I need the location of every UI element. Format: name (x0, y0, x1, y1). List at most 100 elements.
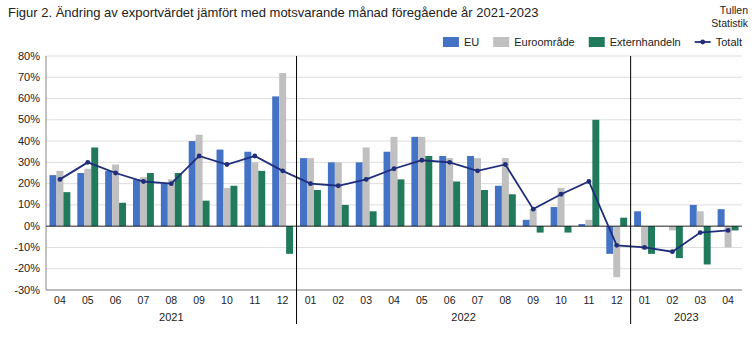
bar (314, 190, 321, 226)
grid-line (46, 119, 742, 120)
x-tick-label: 12 (277, 294, 289, 306)
y-tick-label: 80% (18, 50, 40, 62)
bar (634, 211, 641, 226)
zero-line (46, 226, 742, 227)
x-tick-label: 09 (527, 294, 539, 306)
x-tick-label: 04 (722, 294, 734, 306)
bar (272, 96, 279, 226)
y-tick-label: -30% (14, 284, 40, 296)
y-tick-label: 10% (18, 198, 40, 210)
bar (467, 156, 474, 226)
bar (481, 190, 488, 226)
x-tick-label: 11 (249, 294, 260, 306)
point (447, 160, 452, 165)
year-separators (297, 56, 631, 324)
bar (391, 137, 398, 226)
chart: Figur 2. Ändring av exportvärdet jämfört… (0, 0, 756, 340)
x-tick-label: 12 (611, 294, 623, 306)
watermark-line: Statistik (711, 17, 749, 29)
y-tick-label: 30% (18, 156, 40, 168)
x-tick-label: 02 (667, 294, 679, 306)
legend-swatch (443, 37, 459, 47)
bar (676, 226, 683, 258)
bar (551, 207, 558, 226)
year-separator (296, 56, 297, 324)
bar (161, 184, 168, 227)
point (197, 154, 202, 159)
bar (425, 156, 432, 226)
grid-line (46, 268, 742, 269)
x-tick-label: 02 (332, 294, 344, 306)
y-axis (46, 56, 47, 290)
year-separator (630, 56, 631, 324)
grid-line (46, 77, 742, 78)
y-tick-label: -20% (14, 262, 40, 274)
bar (641, 226, 648, 249)
x-axis (46, 290, 742, 291)
bar (370, 211, 377, 226)
point (670, 249, 675, 254)
title: Figur 2. Ändring av exportvärdet jämfört… (8, 5, 538, 20)
bar (530, 209, 537, 226)
bar (175, 173, 182, 226)
bar (697, 211, 704, 226)
point (642, 245, 647, 250)
x-tick-label: 04 (54, 294, 66, 306)
bar (335, 162, 342, 226)
point (503, 162, 508, 167)
watermark-line: Tullen (720, 4, 748, 16)
x-tick-label: 08 (165, 294, 177, 306)
x-tick-label: 11 (583, 294, 594, 306)
bar (119, 203, 126, 226)
marks (46, 73, 742, 277)
bar (328, 162, 335, 226)
point (85, 160, 90, 165)
x-tick-label: 06 (110, 294, 122, 306)
bar (140, 177, 147, 226)
legend-label: Euroområde (514, 36, 575, 48)
bar (669, 226, 676, 230)
y-tick-label: 60% (18, 92, 40, 104)
y-tick-label: -10% (14, 241, 40, 253)
bar (509, 194, 516, 226)
watermark: TullenStatistik (711, 4, 749, 29)
bar (613, 226, 620, 277)
bar (439, 156, 446, 226)
x-tick-label: 03 (360, 294, 372, 306)
legend-swatch (493, 37, 509, 47)
point (169, 181, 174, 186)
point (392, 166, 397, 171)
year-label: 2023 (674, 311, 698, 323)
point (698, 230, 703, 235)
bar (620, 218, 627, 227)
point (364, 177, 369, 182)
bar (474, 158, 481, 226)
grid-line (46, 98, 742, 99)
bar (690, 205, 697, 226)
bar (279, 73, 286, 226)
x-tick-label: 01 (305, 294, 317, 306)
x-tick-label: 06 (444, 294, 456, 306)
bar (300, 158, 307, 226)
point (280, 168, 285, 173)
bar (356, 162, 363, 226)
x-tick-label: 05 (416, 294, 428, 306)
point (419, 158, 424, 163)
y-tick-label: 0% (24, 220, 40, 232)
y-tick-label: 50% (18, 113, 40, 125)
y-tick-label: 20% (18, 177, 40, 189)
bar (725, 226, 732, 247)
point (559, 192, 564, 197)
bar (286, 226, 293, 254)
x-tick-label: 04 (388, 294, 400, 306)
bar (105, 171, 112, 226)
bar (84, 169, 91, 226)
bar (56, 171, 63, 226)
bar (91, 147, 98, 226)
bar (732, 226, 739, 230)
bar (258, 171, 265, 226)
x-tick-label: 10 (555, 294, 567, 306)
grid-line (46, 56, 742, 57)
bar (718, 209, 725, 226)
x-tick-label: 10 (221, 294, 233, 306)
